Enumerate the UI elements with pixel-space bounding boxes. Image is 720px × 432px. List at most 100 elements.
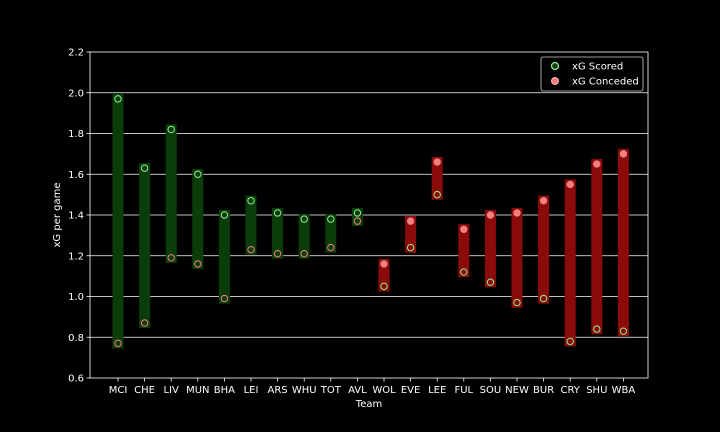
x-tick-label: MCI xyxy=(109,385,128,396)
xg-scored-point xyxy=(194,170,202,178)
xg-scored-point xyxy=(273,209,282,217)
y-axis-label: xG per game xyxy=(52,182,63,247)
x-tick-label: NEW xyxy=(505,385,529,396)
xg-scored-point xyxy=(460,268,468,276)
xg-scored-point xyxy=(433,190,441,199)
y-tick-label: 1.8 xyxy=(68,129,84,140)
x-tick-label: FUL xyxy=(454,385,473,396)
x-tick-label: BHA xyxy=(214,385,235,396)
range-bar xyxy=(564,179,576,347)
xg-scored-point xyxy=(593,325,601,333)
range-bar xyxy=(112,93,124,349)
xg-conceded-point xyxy=(486,211,495,219)
xg-conceded-point xyxy=(433,158,441,166)
range-bar xyxy=(272,207,284,259)
xg-conceded-point xyxy=(247,245,255,254)
range-bar xyxy=(139,163,151,329)
range-bar xyxy=(591,158,603,335)
legend-scored-label: xG Scored xyxy=(572,62,623,73)
xg-scored-point xyxy=(566,337,574,346)
xg-conceded-point xyxy=(406,217,415,225)
range-bar xyxy=(325,213,337,253)
y-tick-label: 2.0 xyxy=(68,88,84,99)
xg-conceded-point xyxy=(220,294,229,303)
x-tick-label: MUN xyxy=(186,385,209,396)
data-points xyxy=(114,95,628,348)
xg-conceded-point xyxy=(380,260,388,268)
xg-conceded-point xyxy=(167,254,175,262)
range-bars xyxy=(112,93,629,349)
grid-lines xyxy=(90,92,648,338)
xg-conceded-point xyxy=(593,160,601,168)
x-tick-label: SOU xyxy=(480,385,502,396)
xg-scored-point xyxy=(327,215,335,223)
x-axis: MCI CHE LIV MUN BHA LEI ARS WHU TOT AVL WOL EVE LEE F… xyxy=(109,378,636,396)
y-tick-label: 1.6 xyxy=(68,170,84,181)
range-bar xyxy=(405,216,417,253)
y-tick-label: 1.0 xyxy=(68,292,84,303)
xg-scored-point xyxy=(513,298,521,307)
range-bar xyxy=(458,224,470,278)
x-tick-label: ARS xyxy=(268,385,288,396)
x-tick-label: AVL xyxy=(348,385,367,396)
xg-scored-point xyxy=(619,327,628,335)
range-bar xyxy=(484,209,496,288)
legend-conceded-label: xG Conceded xyxy=(572,77,639,88)
range-bar xyxy=(298,213,310,259)
x-tick-label: TOT xyxy=(320,385,342,396)
xg-conceded-point xyxy=(194,260,202,268)
y-tick-label: 0.6 xyxy=(68,374,84,385)
range-bar xyxy=(511,207,523,308)
xg-scored-point xyxy=(220,211,229,219)
x-axis-label: Team xyxy=(355,399,382,410)
xg-scored-point xyxy=(247,197,255,205)
legend-box xyxy=(540,56,644,92)
y-axis: 0.6 0.8 1.0 1.2 1.4 1.6 1.8 2.0 2.2 xyxy=(68,48,90,385)
xg-conceded-point xyxy=(273,250,282,258)
xg-scored-point xyxy=(114,95,122,103)
xg-scored-point xyxy=(167,125,175,134)
xg-conceded-point xyxy=(513,209,521,217)
x-tick-label: WOL xyxy=(372,385,396,396)
range-bar xyxy=(617,148,629,337)
range-bar xyxy=(351,207,363,227)
y-tick-label: 0.8 xyxy=(68,333,84,344)
range-bar xyxy=(245,195,257,255)
x-tick-label: LEE xyxy=(428,385,446,396)
range-bar xyxy=(192,169,204,269)
xg-scored-point xyxy=(353,209,362,217)
legend: xG Scored xG Conceded xyxy=(540,56,644,92)
xg-scored-point xyxy=(380,282,388,291)
x-tick-label: CRY xyxy=(560,385,580,396)
x-tick-label: LIV xyxy=(164,385,180,396)
x-tick-label: LEI xyxy=(244,385,259,396)
xg-conceded-point xyxy=(566,180,574,189)
range-bar xyxy=(431,156,443,200)
y-tick-label: 1.4 xyxy=(68,211,84,222)
xg-conceded-point xyxy=(539,197,548,205)
y-tick-label: 1.2 xyxy=(68,251,84,262)
xg-conceded-point xyxy=(619,150,628,158)
x-tick-label: BUR xyxy=(533,385,554,396)
xg-conceded-point xyxy=(460,225,468,233)
xg-scored-point xyxy=(539,294,548,303)
y-tick-label: 2.2 xyxy=(68,48,84,59)
xg-scored-point xyxy=(300,215,308,223)
range-bar xyxy=(538,195,550,304)
xg-conceded-point xyxy=(353,217,362,225)
legend-scored-marker xyxy=(550,61,560,71)
xg-scored-point xyxy=(406,243,415,252)
x-tick-label: WBA xyxy=(612,385,636,396)
xg-conceded-point xyxy=(300,250,308,258)
legend-conceded-marker xyxy=(551,77,559,85)
xg-conceded-point xyxy=(327,243,335,252)
xg-conceded-point xyxy=(140,319,149,327)
range-bar xyxy=(378,258,390,292)
xg-scored-point xyxy=(486,278,495,286)
xg-scored-point xyxy=(140,164,149,172)
x-tick-label: EVE xyxy=(401,385,420,396)
x-tick-label: WHU xyxy=(292,385,317,396)
range-bar xyxy=(165,124,177,263)
x-tick-label: SHU xyxy=(586,385,607,396)
